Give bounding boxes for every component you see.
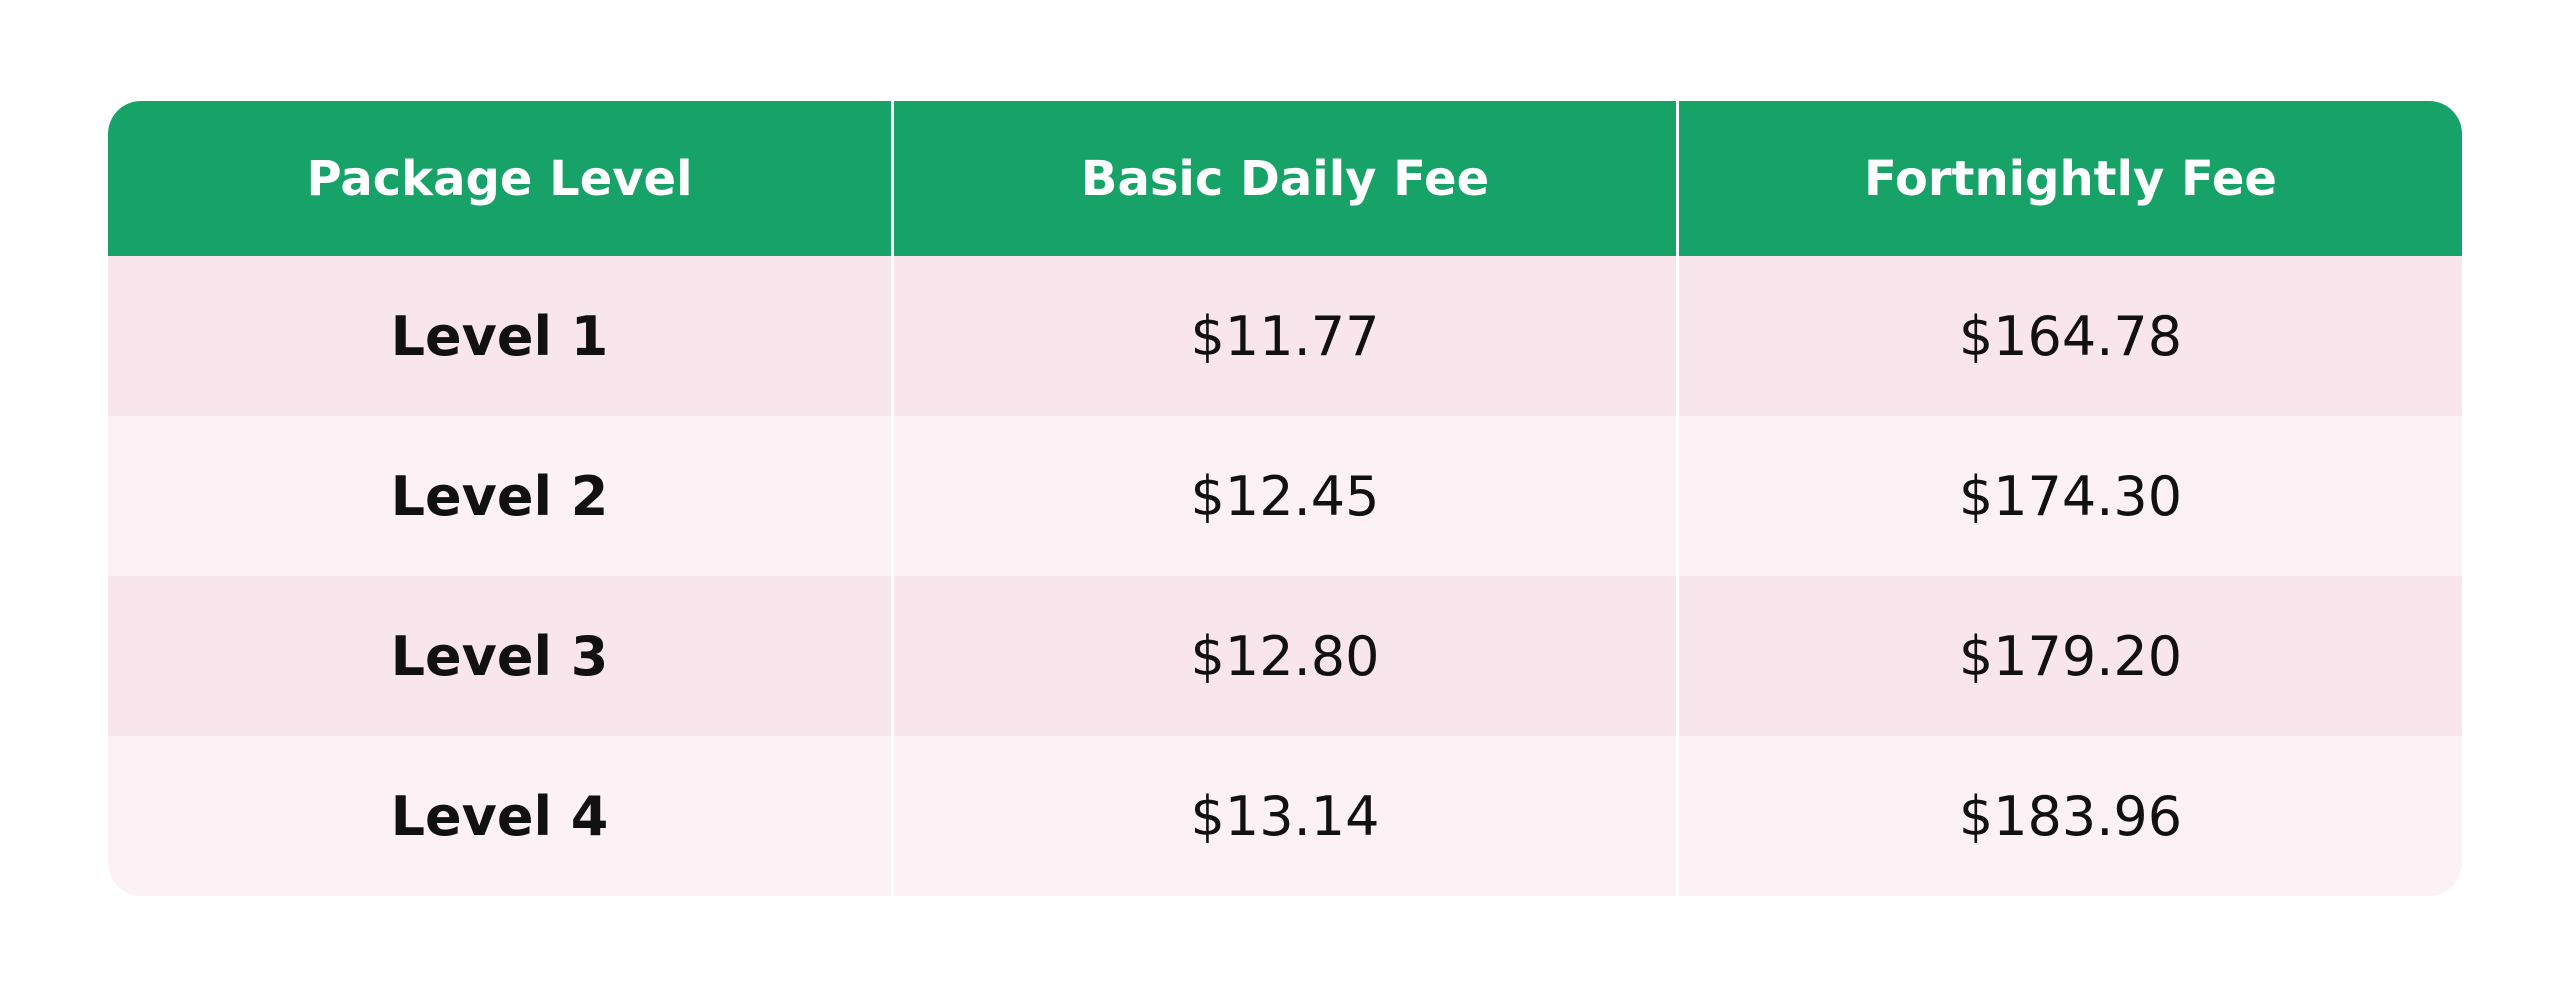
- level-cell: Level 3: [108, 576, 891, 736]
- header-cell: Basic Daily Fee: [891, 101, 1676, 256]
- fee-cell: $183.96: [1676, 736, 2462, 896]
- level-cell: Level 1: [108, 256, 891, 416]
- fee-cell: $174.30: [1676, 416, 2462, 576]
- level-cell: Level 4: [108, 736, 891, 896]
- fee-cell: $11.77: [891, 256, 1676, 416]
- header-cell: Fortnightly Fee: [1676, 101, 2462, 256]
- fee-table: Package Level Basic Daily Fee Fortnightly …: [108, 101, 2462, 896]
- header-cell: Package Level: [108, 101, 891, 256]
- fee-cell: $179.20: [1676, 576, 2462, 736]
- fee-cell: $12.80: [891, 576, 1676, 736]
- level-cell: Level 2: [108, 416, 891, 576]
- fee-cell: $13.14: [891, 736, 1676, 896]
- fee-cell: $12.45: [891, 416, 1676, 576]
- fee-cell: $164.78: [1676, 256, 2462, 416]
